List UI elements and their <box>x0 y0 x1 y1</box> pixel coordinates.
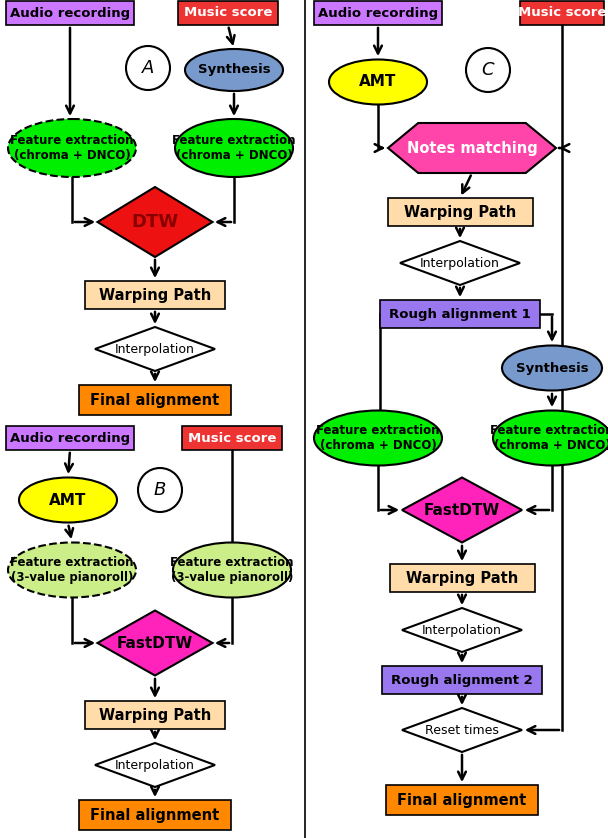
Ellipse shape <box>19 478 117 523</box>
Text: Interpolation: Interpolation <box>420 256 500 270</box>
Text: Feature extraction
(chroma + DNCO): Feature extraction (chroma + DNCO) <box>172 134 295 162</box>
Polygon shape <box>95 743 215 787</box>
Polygon shape <box>388 123 556 173</box>
Text: Final alignment: Final alignment <box>91 808 219 823</box>
FancyBboxPatch shape <box>79 385 231 415</box>
Text: Warping Path: Warping Path <box>404 204 516 220</box>
Polygon shape <box>97 611 213 675</box>
Text: DTW: DTW <box>131 213 179 231</box>
FancyBboxPatch shape <box>387 198 533 226</box>
Text: Synthesis: Synthesis <box>516 361 589 375</box>
Text: Interpolation: Interpolation <box>422 623 502 637</box>
Ellipse shape <box>173 542 291 597</box>
Text: FastDTW: FastDTW <box>424 503 500 518</box>
Text: Music score: Music score <box>518 7 606 19</box>
FancyBboxPatch shape <box>390 564 534 592</box>
FancyBboxPatch shape <box>386 785 538 815</box>
Text: AMT: AMT <box>359 75 396 90</box>
Polygon shape <box>402 608 522 652</box>
FancyBboxPatch shape <box>6 1 134 25</box>
FancyBboxPatch shape <box>382 666 542 694</box>
Text: Audio recording: Audio recording <box>10 7 130 19</box>
Polygon shape <box>402 708 522 752</box>
Text: Interpolation: Interpolation <box>115 758 195 772</box>
FancyBboxPatch shape <box>314 1 442 25</box>
Ellipse shape <box>8 119 136 177</box>
FancyBboxPatch shape <box>182 426 282 450</box>
Ellipse shape <box>493 411 608 465</box>
Text: Rough alignment 2: Rough alignment 2 <box>391 674 533 686</box>
FancyBboxPatch shape <box>79 800 231 830</box>
Text: Feature extraction
(chroma + DNCO): Feature extraction (chroma + DNCO) <box>490 424 608 452</box>
Text: Warping Path: Warping Path <box>99 287 211 303</box>
Text: Feature extraction
(chroma + DNCO): Feature extraction (chroma + DNCO) <box>10 134 134 162</box>
Text: AMT: AMT <box>49 493 87 508</box>
Ellipse shape <box>8 542 136 597</box>
Text: Feature extraction
(3-value pianoroll): Feature extraction (3-value pianoroll) <box>170 556 294 584</box>
Ellipse shape <box>329 59 427 105</box>
Text: Rough alignment 1: Rough alignment 1 <box>389 308 531 320</box>
Text: Music score: Music score <box>184 7 272 19</box>
FancyBboxPatch shape <box>85 281 225 309</box>
Text: Audio recording: Audio recording <box>318 7 438 19</box>
Text: Audio recording: Audio recording <box>10 432 130 444</box>
Text: Final alignment: Final alignment <box>91 392 219 407</box>
Ellipse shape <box>502 345 602 391</box>
Text: Interpolation: Interpolation <box>115 343 195 355</box>
Text: Music score: Music score <box>188 432 276 444</box>
Polygon shape <box>400 241 520 285</box>
Polygon shape <box>95 327 215 371</box>
Text: Reset times: Reset times <box>425 723 499 737</box>
Polygon shape <box>402 478 522 542</box>
Text: B: B <box>154 481 166 499</box>
Text: A: A <box>142 59 154 77</box>
Polygon shape <box>97 187 213 257</box>
Circle shape <box>466 48 510 92</box>
Text: C: C <box>482 61 494 79</box>
FancyBboxPatch shape <box>85 701 225 729</box>
Text: Warping Path: Warping Path <box>406 571 518 586</box>
Text: Feature extraction
(chroma + DNCO): Feature extraction (chroma + DNCO) <box>316 424 440 452</box>
FancyBboxPatch shape <box>6 426 134 450</box>
FancyBboxPatch shape <box>520 1 604 25</box>
FancyBboxPatch shape <box>380 300 540 328</box>
Text: Final alignment: Final alignment <box>398 793 527 808</box>
Ellipse shape <box>185 49 283 91</box>
Text: FastDTW: FastDTW <box>117 635 193 650</box>
Text: Warping Path: Warping Path <box>99 707 211 722</box>
Circle shape <box>138 468 182 512</box>
Ellipse shape <box>175 119 293 177</box>
Text: Notes matching: Notes matching <box>407 141 537 156</box>
Circle shape <box>126 46 170 90</box>
Text: Feature extraction
(3-value pianoroll): Feature extraction (3-value pianoroll) <box>10 556 134 584</box>
Ellipse shape <box>314 411 442 465</box>
Text: Synthesis: Synthesis <box>198 64 271 76</box>
FancyBboxPatch shape <box>178 1 278 25</box>
